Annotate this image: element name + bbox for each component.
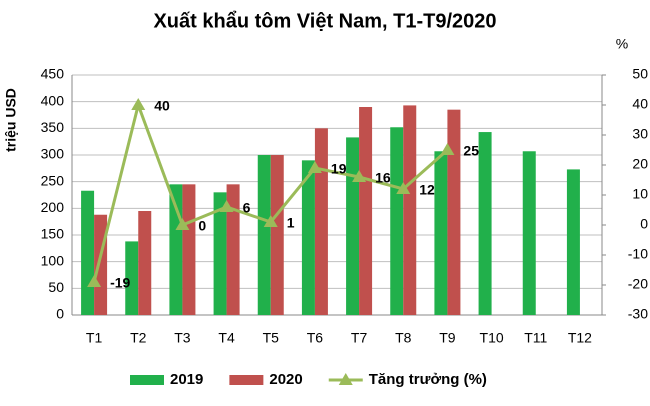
bar	[257, 155, 271, 315]
data-label: 6	[243, 200, 251, 216]
y-tick-label: 250	[41, 172, 65, 188]
bar	[182, 184, 196, 315]
marker	[396, 182, 411, 194]
bar	[81, 190, 95, 315]
data-label: 40	[154, 98, 170, 114]
data-label: 16	[375, 170, 391, 186]
marker	[219, 200, 234, 212]
y-tick-label: 400	[41, 92, 65, 108]
legend-swatch	[338, 373, 353, 385]
y2-tick-label: 10	[632, 186, 648, 202]
y-tick-label: 0	[56, 306, 64, 322]
y-tick-label: 450	[41, 66, 65, 82]
x-tick-label: T11	[524, 330, 547, 346]
x-tick-label: T6	[307, 330, 324, 346]
x-tick-label: T10	[480, 330, 504, 346]
marker	[87, 275, 102, 287]
x-tick-label: T12	[568, 330, 592, 346]
marker	[131, 98, 146, 110]
data-label: 12	[419, 182, 435, 198]
bar	[138, 211, 152, 315]
y-tick-label: 50	[48, 279, 64, 295]
bar	[314, 128, 328, 315]
legend-label: 2019	[170, 371, 203, 388]
bar	[403, 105, 417, 316]
x-tick-label: T9	[439, 330, 456, 346]
bar	[213, 192, 227, 315]
y2-tick-label: 40	[632, 96, 648, 112]
bar	[390, 127, 404, 316]
y-tick-label: 200	[41, 199, 65, 215]
bar	[522, 151, 536, 315]
y-tick-label: 300	[41, 146, 65, 162]
marker	[307, 161, 322, 173]
data-label: 0	[198, 218, 206, 234]
data-label: 19	[331, 161, 347, 177]
x-tick-label: T3	[174, 330, 191, 346]
y-tick-label: 150	[41, 226, 65, 242]
bar	[447, 109, 461, 316]
bar	[270, 155, 284, 315]
marker	[352, 170, 367, 182]
bar	[346, 137, 360, 315]
x-tick-label: T1	[86, 330, 103, 346]
y2-tick-label: 0	[640, 216, 648, 232]
marker	[263, 215, 278, 227]
y-tick-label: 350	[41, 119, 65, 135]
y2-tick-label: 50	[632, 66, 648, 82]
data-label: 25	[463, 143, 479, 159]
marker	[440, 143, 455, 155]
x-tick-label: T4	[218, 330, 235, 346]
y2-tick-label: -20	[628, 276, 648, 292]
bar	[566, 169, 580, 315]
y2-tick-label: 20	[632, 156, 648, 172]
x-tick-label: T7	[351, 330, 368, 346]
bar	[301, 160, 315, 315]
data-label: 1	[287, 215, 295, 231]
legend-label: 2020	[269, 371, 302, 388]
bar	[478, 132, 492, 315]
y-tick-label: 100	[41, 252, 65, 268]
y2-tick-label: -30	[628, 306, 648, 322]
y2-axis-label: %	[616, 36, 628, 52]
marker	[175, 218, 190, 230]
bar	[359, 107, 373, 315]
bar	[94, 214, 108, 315]
bar	[125, 241, 139, 315]
data-label: -19	[110, 275, 130, 291]
bar	[226, 184, 240, 315]
bar	[434, 151, 448, 315]
legend-label: Tăng trưởng (%)	[369, 371, 487, 388]
x-tick-label: T8	[395, 330, 412, 346]
chart-title: Xuất khẩu tôm Việt Nam, T1-T9/2020	[153, 10, 496, 32]
x-tick-label: T2	[130, 330, 147, 346]
x-tick-label: T5	[263, 330, 280, 346]
y-axis-label: triệu USD	[3, 88, 19, 152]
legend-swatch	[229, 375, 264, 385]
y2-tick-label: -10	[628, 246, 648, 262]
y2-tick-label: 30	[632, 126, 648, 142]
legend-swatch	[130, 375, 164, 385]
